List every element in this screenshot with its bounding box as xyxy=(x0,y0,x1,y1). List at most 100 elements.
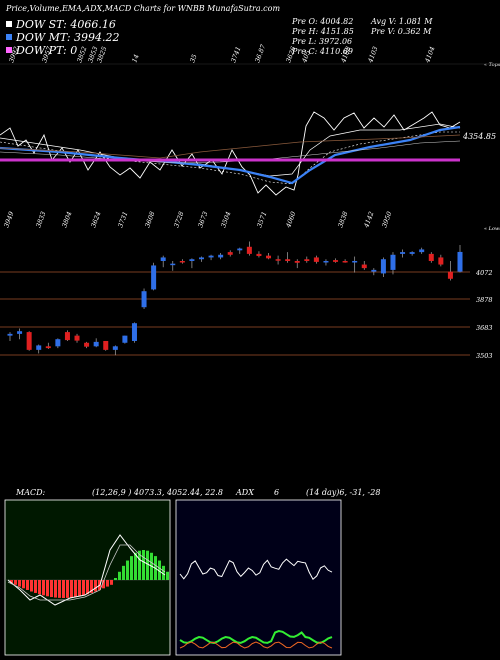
stat-close: Pre C: 4110.69 xyxy=(292,47,353,56)
candle-body xyxy=(438,257,444,265)
legend-item: DOW PT: 0 xyxy=(6,43,78,57)
candle-body xyxy=(218,254,224,258)
candle-body xyxy=(390,254,396,270)
candle-body xyxy=(304,259,310,261)
ema-brown-line xyxy=(0,134,461,159)
macd-line xyxy=(7,534,166,606)
candle-body xyxy=(409,252,415,254)
macd-hist-bar xyxy=(46,580,49,597)
candle-body xyxy=(256,253,262,257)
macd-hist-bar xyxy=(58,580,61,598)
macd-hist-bar xyxy=(110,580,113,585)
legend-label: DOW PT: 0 xyxy=(16,43,78,57)
candle-body xyxy=(246,246,252,254)
macd-hist-bar xyxy=(78,580,81,597)
candle-body xyxy=(457,251,463,272)
adx-minus-line xyxy=(179,641,333,649)
candle-body xyxy=(400,252,406,254)
candle-body xyxy=(447,271,453,279)
candle-body xyxy=(7,333,13,336)
top-label: 35 xyxy=(188,53,198,64)
macd-hist-bar xyxy=(10,580,13,583)
tops-label: « Tops xyxy=(484,62,500,68)
macd-values: (12,26,9 ) 4073.3, 4052.44, 22.8 xyxy=(92,488,223,497)
stat-low: Pre L: 3972.06 xyxy=(292,37,353,46)
stat-high: Pre H: 4151.85 xyxy=(292,27,354,36)
macd-hist-bar xyxy=(126,560,129,580)
candle-body xyxy=(93,341,99,347)
candle-body xyxy=(160,257,166,261)
level-label: 3683 xyxy=(476,324,493,332)
legend-item: DOW MT: 3994.22 xyxy=(6,30,120,44)
candle-body xyxy=(64,332,70,341)
candle-body xyxy=(141,291,147,308)
macd-hist-bar xyxy=(22,580,25,589)
macd-hist-bar xyxy=(122,565,125,580)
level-label: 4072 xyxy=(475,269,493,277)
level-label: 3878 xyxy=(476,296,493,304)
candle-body xyxy=(189,259,195,261)
legend-label: DOW MT: 3994.22 xyxy=(16,30,120,44)
level-label: 3503 xyxy=(476,352,493,360)
macd-hist-bar xyxy=(86,580,89,595)
adx-plus-line xyxy=(179,630,333,644)
candle-body xyxy=(84,342,90,347)
macd-hist-bar xyxy=(118,571,121,580)
macd-hist-bar xyxy=(50,580,53,598)
candle-body xyxy=(227,252,233,255)
macd-hist-bar xyxy=(142,550,145,580)
stat-open: Pre O: 4004.82 xyxy=(292,17,354,26)
candle-body xyxy=(112,346,118,350)
macd-hist-bar xyxy=(38,580,41,595)
macd-box xyxy=(4,499,171,656)
macd-signal-line xyxy=(7,544,166,601)
macd-hist-bar xyxy=(102,580,105,589)
candle-body xyxy=(419,249,425,253)
candle-body xyxy=(45,346,51,349)
candle-body xyxy=(380,259,386,274)
candle-body xyxy=(131,323,137,341)
candle-body xyxy=(36,345,42,350)
macd-hist-bar xyxy=(94,580,97,592)
candle-body xyxy=(151,265,157,290)
macd-hist-bar xyxy=(146,550,149,580)
candle-body xyxy=(17,331,23,334)
macd-hist-bar xyxy=(66,580,69,598)
candle-body xyxy=(275,259,281,261)
candle-body xyxy=(179,260,185,263)
macd-hist-bar xyxy=(134,552,137,580)
adx-values: (14 day)6, -31, -28 xyxy=(306,488,381,497)
macd-label: MACD: xyxy=(16,488,46,497)
macd-hist-bar xyxy=(70,580,73,598)
macd-hist-bar xyxy=(130,556,133,580)
legend-label: DOW ST: 4066.16 xyxy=(16,17,116,31)
candle-body xyxy=(352,260,358,263)
candle-body xyxy=(342,260,348,263)
price-value-label: 4354.85 xyxy=(462,132,496,141)
candle-body xyxy=(323,260,329,263)
candle-body xyxy=(55,339,61,347)
candle-body xyxy=(103,340,109,350)
macd-hist-bar xyxy=(54,580,57,598)
macd-hist-bar xyxy=(42,580,45,596)
macd-hist-bar xyxy=(74,580,77,598)
legend-swatch xyxy=(6,21,12,27)
macd-hist-bar xyxy=(114,578,117,580)
lows-label: « Lows xyxy=(484,226,500,232)
candle-body xyxy=(313,257,319,262)
candle-body xyxy=(428,253,434,261)
candle-body xyxy=(266,255,272,259)
macd-hist-bar xyxy=(106,580,109,587)
macd-hist-bar xyxy=(158,560,161,580)
chart-title: Price,Volume,EMA,ADX,MACD Charts for WNB… xyxy=(6,4,281,13)
candle-body xyxy=(371,269,377,272)
top-label: 14 xyxy=(130,53,140,64)
legend-swatch xyxy=(6,34,12,40)
stat-avg-volume: Avg V: 1.081 M xyxy=(371,17,433,26)
candle-body xyxy=(361,264,367,269)
macd-hist-bar xyxy=(90,580,93,593)
adx-line xyxy=(179,558,333,581)
adx-label: ADX xyxy=(236,488,254,497)
